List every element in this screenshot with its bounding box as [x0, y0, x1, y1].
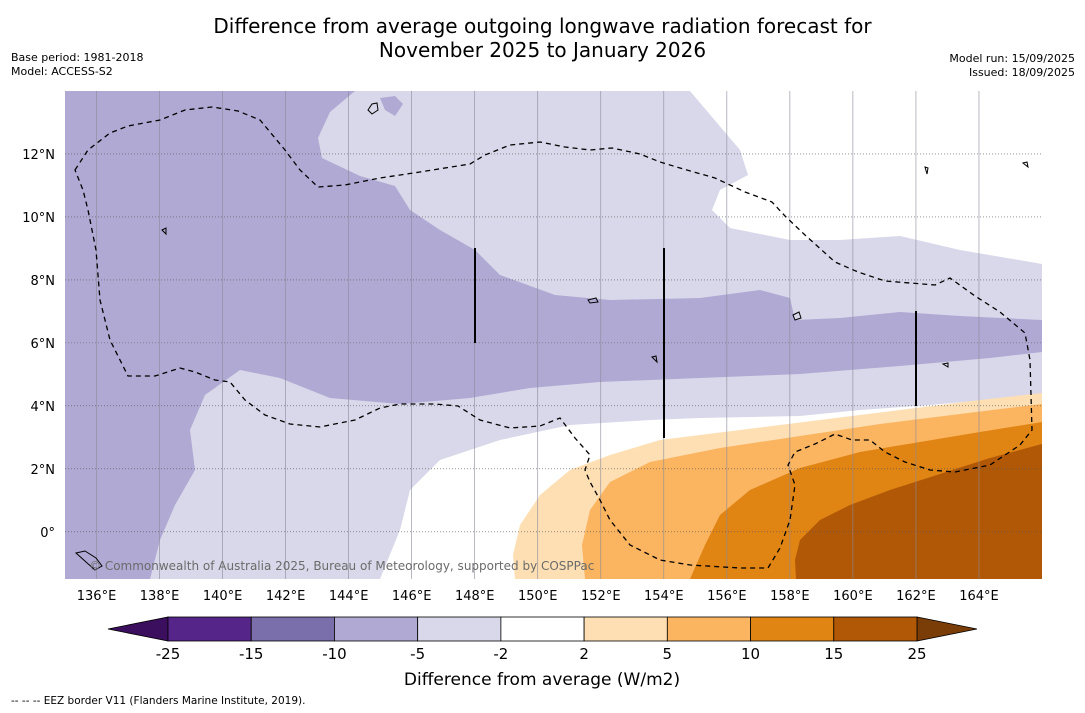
- island-outline: [367, 102, 379, 115]
- latitude-tick-label: 2°N: [31, 463, 56, 478]
- longitude-tick-label: 162°E: [896, 589, 936, 604]
- title-line-2: November 2025 to January 2026: [378, 38, 707, 62]
- longitude-tick-label: 148°E: [455, 589, 495, 604]
- latitude-tick-label: 0°: [40, 526, 55, 541]
- island-outline: [924, 166, 929, 175]
- eez-border-line: [74, 106, 1033, 569]
- longitude-tick-label: 142°E: [266, 589, 306, 604]
- colorbar-tick-label: 10: [741, 645, 760, 663]
- longitude-tick-label: 150°E: [518, 589, 558, 604]
- model-text: Model: ACCESS-S2: [11, 65, 113, 78]
- title-line-1: Difference from average outgoing longwav…: [213, 14, 872, 38]
- longitude-tick-label: 158°E: [770, 589, 810, 604]
- colorbar-extend-low: [107, 616, 169, 642]
- colorbar-bin: [500, 616, 585, 642]
- latitude-tick-label: 4°N: [31, 400, 56, 415]
- island-outline: [651, 355, 658, 364]
- copyright-text: © Commonwealth of Australia 2025, Bureau…: [89, 559, 594, 573]
- colorbar-tick-label: -15: [239, 645, 264, 663]
- metadata-right: Model run: 15/09/2025 Issued: 18/09/2025: [949, 52, 1075, 80]
- longitude-tick-label: 144°E: [329, 589, 369, 604]
- longitude-tick-label: 160°E: [833, 589, 873, 604]
- colorbar-tick-label: 5: [663, 645, 673, 663]
- island-outline: [161, 227, 167, 236]
- metadata-left: Base period: 1981-2018 Model: ACCESS-S2: [11, 51, 143, 79]
- latitude-tick-label: 8°N: [31, 274, 56, 289]
- colorbar-tick-label: -2: [493, 645, 508, 663]
- latitude-tick-label: 10°N: [22, 211, 55, 226]
- issued-text: Issued: 18/09/2025: [968, 66, 1075, 79]
- colorbar-bin: [167, 616, 252, 642]
- longitude-labels: 136°E 138°E 140°E 142°E 144°E 146°E 148°E 150°E…: [77, 589, 999, 604]
- land-features: [74, 102, 1029, 571]
- island-outline: [587, 297, 599, 304]
- island-outline: [792, 311, 802, 321]
- longitude-tick-label: 152°E: [581, 589, 621, 604]
- colorbar-bin: [334, 616, 419, 642]
- colorbar-tick-label: 2: [579, 645, 589, 663]
- anomaly-region-lavender-patch: [380, 96, 403, 116]
- anomaly-region-dark-orange: [795, 444, 1042, 579]
- colorbar-bin: [250, 616, 335, 642]
- island-outline: [1021, 161, 1029, 169]
- meridian-markers: [474, 248, 917, 438]
- base-period-text: Base period: 1981-2018: [11, 51, 144, 64]
- longitude-tick-label: 146°E: [392, 589, 432, 604]
- longitude-tick-label: 164°E: [959, 589, 999, 604]
- chart-title: Difference from average outgoing longwav…: [0, 14, 1085, 62]
- colorbar-extend-high: [916, 616, 978, 642]
- latitude-tick-label: 6°N: [31, 337, 56, 352]
- map-plot-area: [65, 91, 1042, 579]
- colorbar-label: Difference from average (W/m2): [404, 670, 680, 690]
- longitude-tick-label: 154°E: [644, 589, 684, 604]
- longitude-tick-label: 140°E: [203, 589, 243, 604]
- longitude-tick-label: 138°E: [140, 589, 180, 604]
- longitude-tick-label: 136°E: [77, 589, 117, 604]
- anomaly-region-lavender-southwest: [65, 520, 150, 579]
- model-run-text: Model run: 15/09/2025: [949, 52, 1075, 65]
- colorbar-bin: [666, 616, 751, 642]
- latitude-tick-label: 12°N: [22, 148, 55, 163]
- island-outline: [74, 550, 103, 571]
- colorbar: -25 -15 -10 -5 -2 2 5 10 15 25: [107, 616, 978, 663]
- island-outline: [941, 362, 949, 368]
- colorbar-bin: [833, 616, 918, 642]
- longitude-tick-label: 156°E: [707, 589, 747, 604]
- colorbar-tick-label: 15: [824, 645, 843, 663]
- colorbar-tick-label: -10: [322, 645, 347, 663]
- colorbar-bin: [583, 616, 668, 642]
- eez-legend-footnote: -- -- -- EEZ border V11 (Flanders Marine…: [11, 695, 306, 707]
- colorbar-tick-label: -5: [410, 645, 425, 663]
- latitude-labels: 12°N 10°N 8°N 6°N 4°N 2°N 0°: [22, 148, 55, 541]
- colorbar-bin: [417, 616, 502, 642]
- colorbar-tick-label: 25: [907, 645, 926, 663]
- anomaly-region-lavender-west: [65, 91, 1042, 579]
- colorbar-tick-label: -25: [156, 645, 181, 663]
- colorbar-bin: [750, 616, 835, 642]
